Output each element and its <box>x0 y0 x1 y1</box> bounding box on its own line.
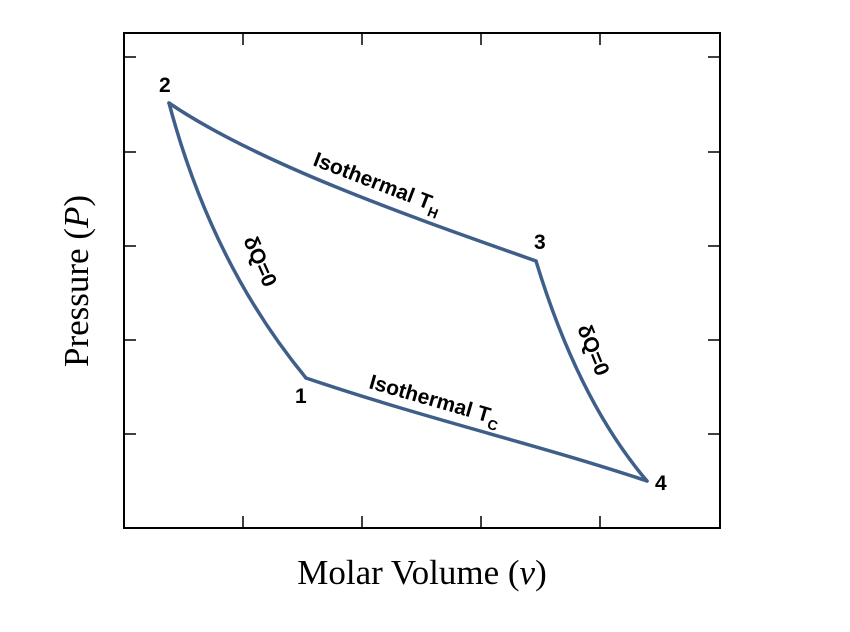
adiabat-left-label: δQ=0 <box>238 233 281 291</box>
x-axis-title: Molar Volume (v) <box>297 553 547 592</box>
point-3-label: 3 <box>534 231 546 254</box>
adiabat-left-curve <box>167 101 308 380</box>
y-ticks <box>124 56 720 435</box>
plot-frame <box>123 32 721 529</box>
adiabat-right-curve <box>534 259 649 483</box>
isothermal-cold-curve <box>304 376 649 483</box>
point-4-label: 4 <box>655 472 667 495</box>
y-axis-title: Pressure (P) <box>57 195 96 367</box>
point-2-label: 2 <box>159 74 171 97</box>
x-ticks <box>242 33 601 528</box>
isothermal-hot-curve <box>167 101 538 263</box>
point-1-label: 1 <box>295 385 307 408</box>
